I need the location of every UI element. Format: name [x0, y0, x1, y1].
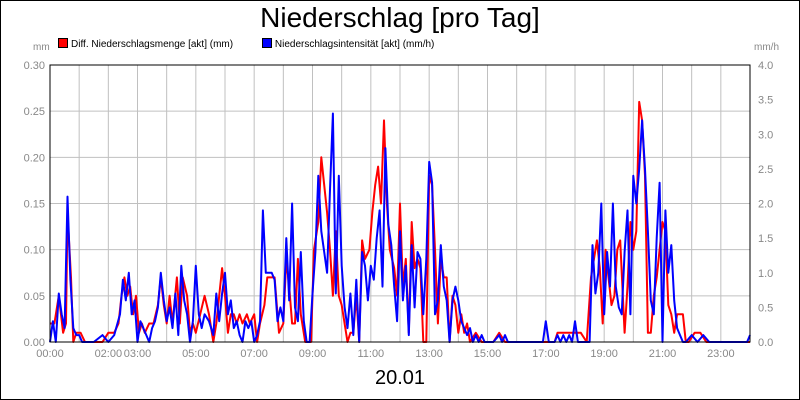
series-line-intensitaet — [49, 112, 751, 343]
left-tick-label: 0.25 — [24, 106, 45, 118]
right-tick-label: 2.0 — [758, 199, 773, 211]
left-tick-label: 0.20 — [24, 152, 45, 164]
right-tick-label: 4.0 — [758, 60, 773, 72]
x-tick-label: 23:00 — [707, 348, 735, 360]
left-tick-label: 0.05 — [24, 291, 45, 303]
right-tick-label: 2.5 — [758, 164, 773, 176]
plot-area-border — [49, 64, 751, 343]
left-tick-label: 0.15 — [24, 199, 45, 211]
x-tick-label: 02:00 — [95, 348, 123, 360]
left-axis-unit: mm — [33, 42, 50, 53]
legend-label-intensitaet: Niederschlagsintensität [akt] (mm/h) — [274, 39, 435, 50]
x-tick-label: 17:00 — [532, 348, 560, 360]
x-tick-label: 13:00 — [415, 348, 443, 360]
left-tick-label: 0.10 — [24, 245, 45, 257]
x-tick-label: 11:00 — [357, 348, 384, 360]
right-tick-label: 3.0 — [758, 129, 773, 141]
legend-item-intensitaet: Niederschlagsintensität [akt] (mm/h) — [261, 38, 435, 50]
right-tick-label: 0.0 — [758, 337, 773, 349]
right-tick-label: 0.5 — [758, 302, 773, 314]
legend-item-menge: Diff. Niederschlagsmenge [akt] (mm) — [58, 38, 233, 50]
x-tick-label: 07:00 — [240, 348, 268, 360]
x-tick-label: 15:00 — [474, 348, 502, 360]
right-axis-unit: mm/h — [754, 42, 779, 53]
series-line-menge — [50, 100, 750, 343]
legend: Diff. Niederschlagsmenge [akt] (mm) Nied… — [58, 38, 460, 50]
x-tick-label: 09:00 — [299, 348, 327, 360]
right-tick-label: 1.0 — [758, 268, 773, 280]
x-tick-label: 03:00 — [124, 348, 152, 360]
chart-title: Niederschlag [pro Tag] — [260, 2, 540, 33]
left-tick-label: 0.00 — [24, 337, 45, 349]
legend-swatch-blue — [261, 38, 272, 48]
right-tick-label: 3.5 — [758, 95, 773, 107]
x-tick-label: 21:00 — [649, 348, 677, 360]
x-tick-label: 05:00 — [182, 348, 210, 360]
date-label: 20.01 — [374, 367, 426, 389]
right-tick-label: 1.5 — [758, 233, 773, 245]
x-tick-label: 00:00 — [36, 348, 64, 360]
legend-swatch-red — [58, 38, 68, 48]
x-tick-label: 19:00 — [590, 348, 618, 360]
left-tick-label: 0.30 — [24, 60, 45, 72]
legend-label-menge: Diff. Niederschlagsmenge [akt] (mm) — [71, 39, 234, 50]
